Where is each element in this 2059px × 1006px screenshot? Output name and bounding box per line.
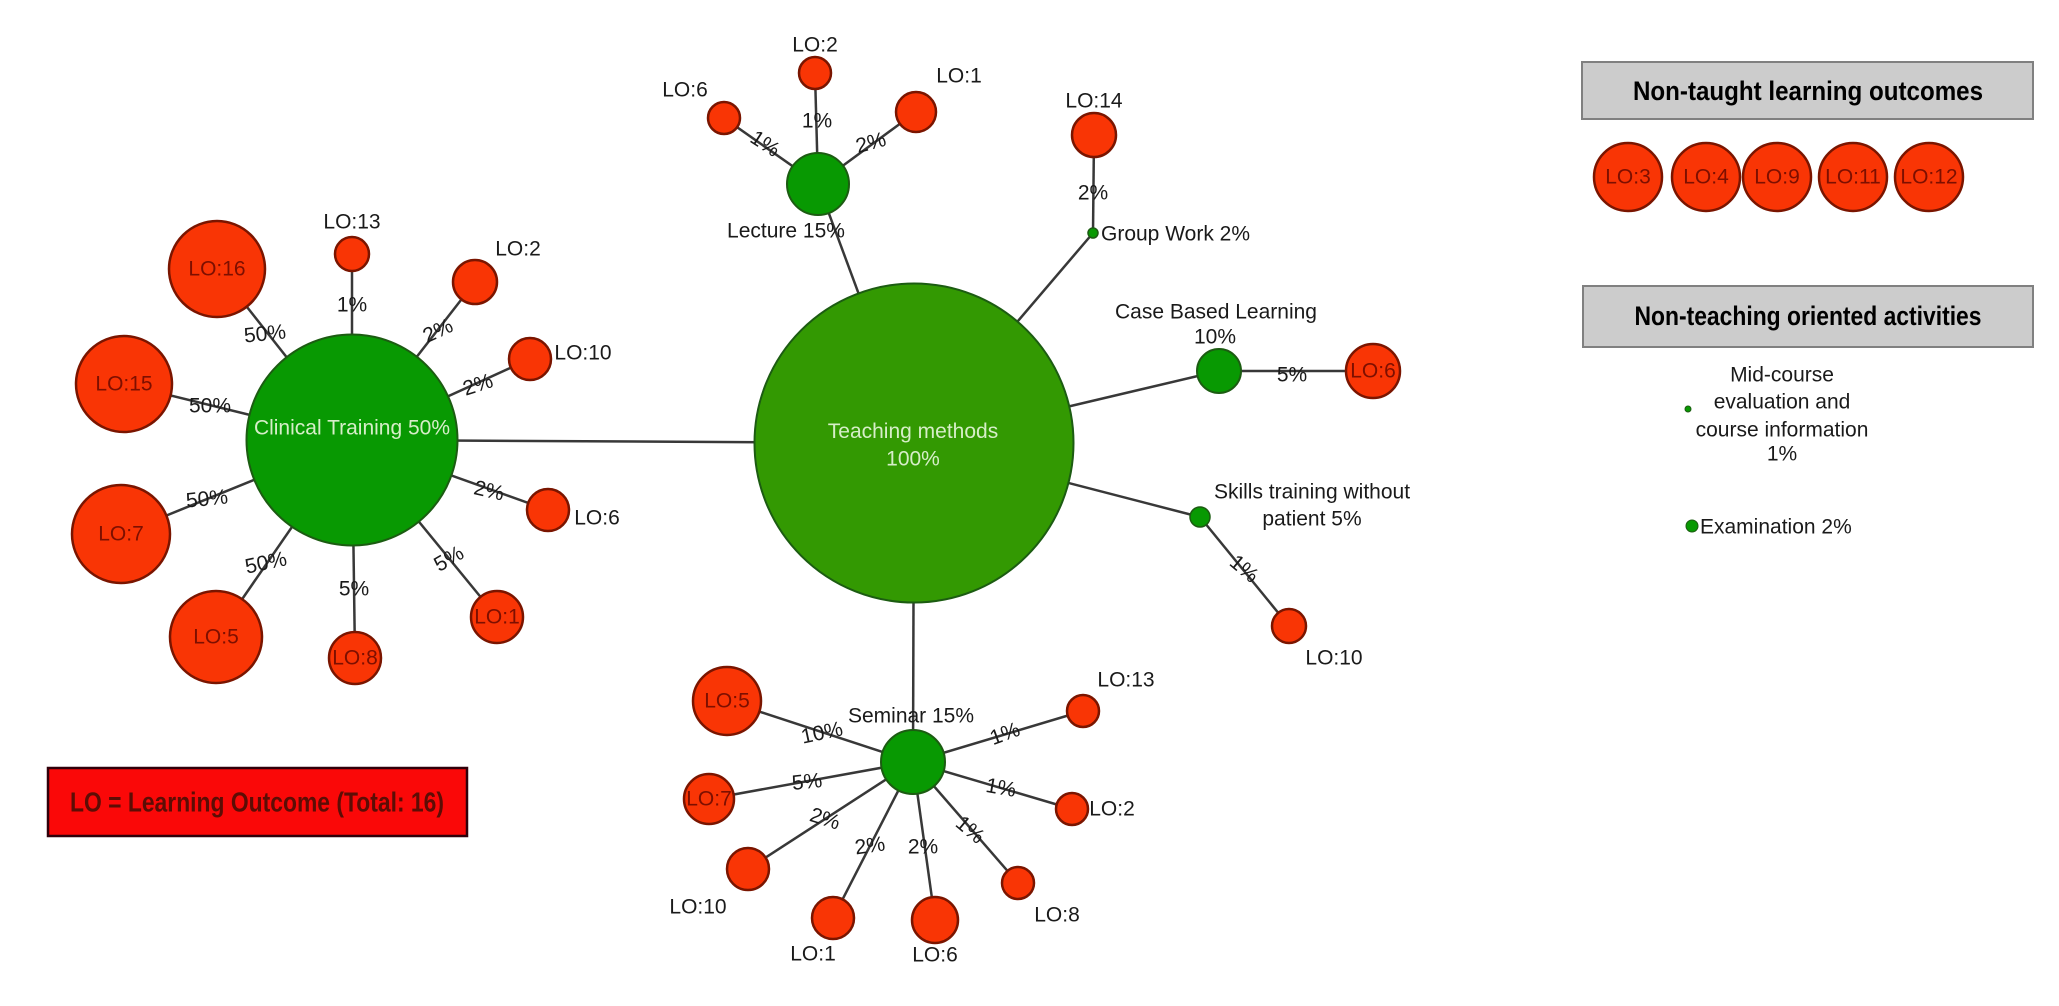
- svg-text:Skills training without: Skills training without: [1214, 481, 1410, 504]
- svg-text:LO:10: LO:10: [669, 896, 726, 919]
- svg-text:5%: 5%: [791, 769, 824, 795]
- svg-text:Case Based Learning: Case Based Learning: [1115, 301, 1317, 324]
- svg-text:LO:13: LO:13: [323, 211, 380, 234]
- svg-text:1%: 1%: [1767, 443, 1797, 466]
- svg-text:LO:16: LO:16: [188, 258, 245, 281]
- svg-text:LO = Learning Outcome (Total:: LO = Learning Outcome (Total: 16): [70, 787, 444, 818]
- svg-text:LO:7: LO:7: [686, 788, 732, 811]
- svg-text:5%: 5%: [1277, 364, 1307, 387]
- svg-text:LO:2: LO:2: [792, 34, 838, 57]
- svg-text:Clinical Training 50%: Clinical Training 50%: [254, 417, 450, 440]
- svg-text:Examination 2%: Examination 2%: [1700, 516, 1852, 539]
- svg-text:LO:9: LO:9: [1754, 166, 1800, 189]
- svg-text:Seminar 15%: Seminar 15%: [848, 705, 974, 728]
- svg-text:100%: 100%: [886, 448, 940, 471]
- svg-text:LO:6: LO:6: [662, 79, 708, 102]
- svg-text:LO:2: LO:2: [495, 238, 541, 261]
- svg-text:LO:4: LO:4: [1683, 166, 1729, 189]
- svg-text:Non-taught learning outcomes: Non-taught learning outcomes: [1633, 76, 1983, 106]
- svg-text:LO:1: LO:1: [936, 65, 982, 88]
- svg-text:LO:10: LO:10: [1305, 647, 1362, 670]
- svg-text:LO:6: LO:6: [912, 944, 958, 967]
- svg-text:Teaching methods: Teaching methods: [828, 420, 998, 443]
- svg-text:1%: 1%: [337, 294, 367, 317]
- svg-text:LO:8: LO:8: [332, 647, 378, 670]
- svg-text:LO:6: LO:6: [1350, 360, 1396, 383]
- svg-text:LO:15: LO:15: [95, 373, 152, 396]
- svg-text:1%: 1%: [802, 110, 832, 133]
- svg-text:patient 5%: patient 5%: [1262, 508, 1361, 531]
- svg-text:50%: 50%: [189, 395, 231, 418]
- svg-text:LO:5: LO:5: [704, 690, 750, 713]
- svg-text:2%: 2%: [908, 836, 938, 859]
- svg-text:50%: 50%: [185, 485, 229, 512]
- svg-text:1%: 1%: [984, 774, 1018, 802]
- svg-text:LO:2: LO:2: [1089, 798, 1135, 821]
- svg-text:10%: 10%: [1194, 326, 1236, 349]
- svg-text:LO:10: LO:10: [554, 342, 611, 365]
- svg-text:LO:7: LO:7: [98, 523, 144, 546]
- svg-text:2%: 2%: [853, 832, 886, 859]
- svg-text:5%: 5%: [339, 578, 369, 601]
- svg-text:Mid-course: Mid-course: [1730, 364, 1834, 387]
- svg-text:LO:12: LO:12: [1900, 166, 1957, 189]
- svg-text:LO:5: LO:5: [193, 626, 239, 649]
- svg-text:2%: 2%: [1078, 182, 1108, 205]
- svg-text:LO:1: LO:1: [790, 943, 836, 966]
- svg-text:LO:13: LO:13: [1097, 669, 1154, 692]
- svg-text:50%: 50%: [243, 320, 287, 347]
- svg-text:evaluation and: evaluation and: [1714, 391, 1851, 414]
- svg-text:LO:3: LO:3: [1605, 166, 1651, 189]
- svg-text:LO:14: LO:14: [1065, 90, 1123, 113]
- svg-text:Non-teaching oriented activiti: Non-teaching oriented activities: [1635, 301, 1982, 331]
- svg-text:LO:1: LO:1: [474, 606, 520, 629]
- svg-text:Lecture 15%: Lecture 15%: [727, 220, 845, 243]
- svg-text:LO:8: LO:8: [1034, 904, 1080, 927]
- svg-text:LO:11: LO:11: [1825, 166, 1881, 189]
- svg-text:LO:6: LO:6: [574, 507, 620, 530]
- svg-text:course information: course information: [1696, 419, 1869, 442]
- svg-text:Group Work 2%: Group Work 2%: [1101, 223, 1250, 246]
